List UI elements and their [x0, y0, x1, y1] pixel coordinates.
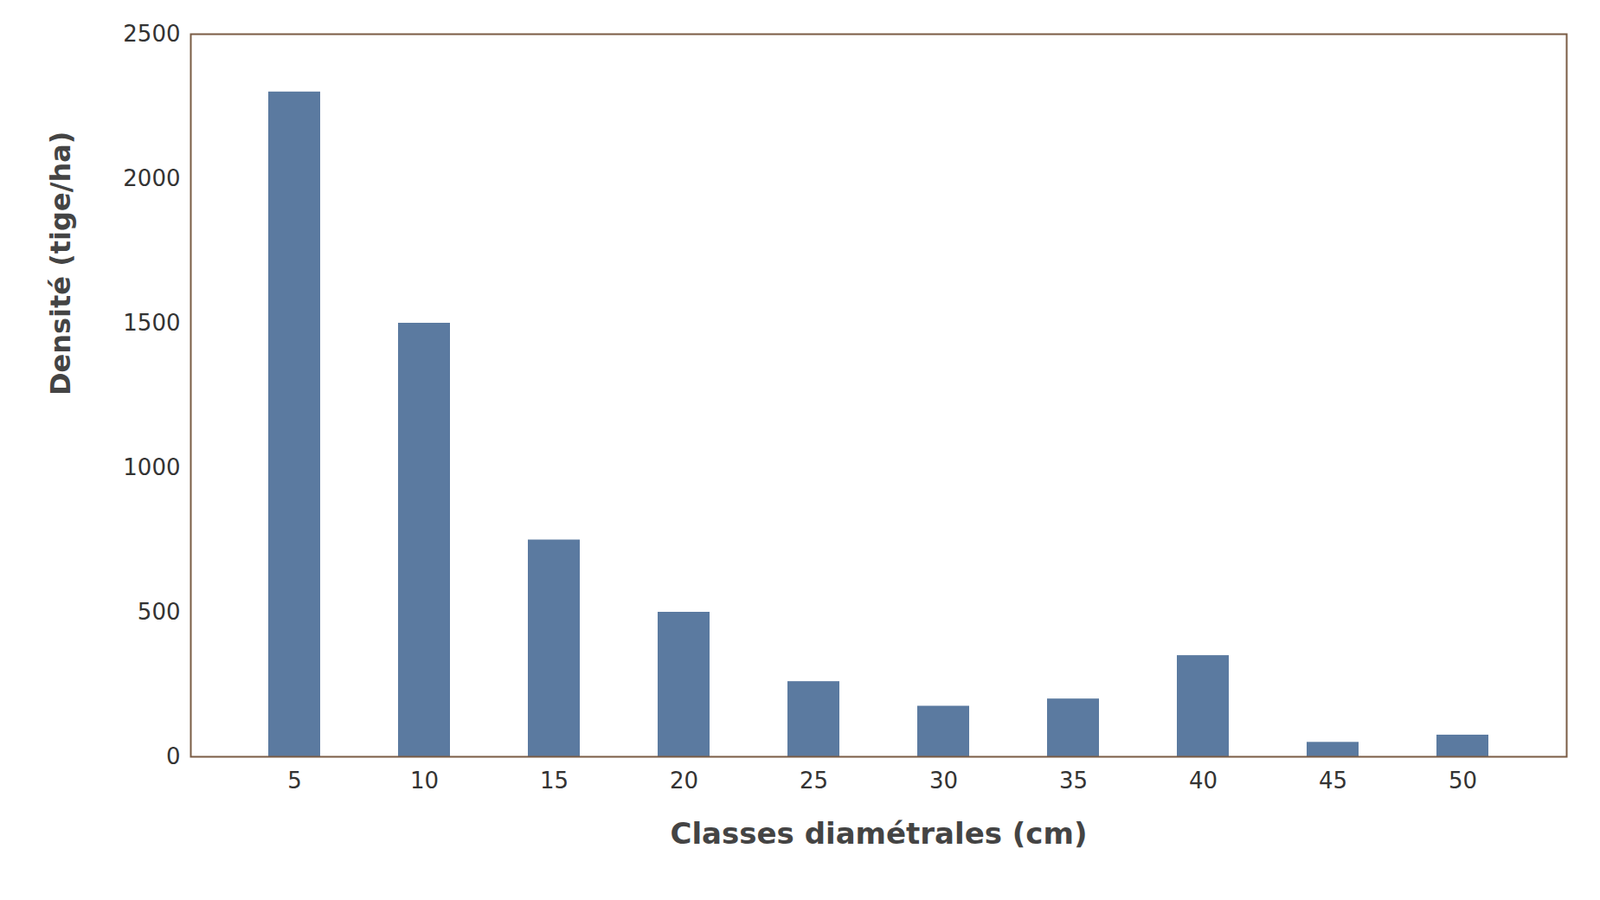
- svg-text:45: 45: [1318, 767, 1348, 794]
- svg-text:35: 35: [1059, 767, 1088, 794]
- svg-text:5: 5: [287, 767, 303, 794]
- svg-text:0: 0: [166, 743, 181, 770]
- svg-text:Densité (tige/ha): Densité (tige/ha): [44, 131, 78, 396]
- svg-text:1500: 1500: [122, 309, 180, 336]
- svg-text:2000: 2000: [122, 165, 180, 192]
- svg-text:1000: 1000: [122, 454, 180, 481]
- svg-text:15: 15: [539, 767, 569, 794]
- svg-text:25: 25: [799, 767, 829, 794]
- svg-text:30: 30: [929, 767, 958, 794]
- svg-text:10: 10: [410, 767, 439, 794]
- svg-text:40: 40: [1188, 767, 1218, 794]
- svg-text:500: 500: [137, 598, 181, 625]
- svg-text:2500: 2500: [122, 20, 180, 47]
- svg-text:Classes diamétrales (cm): Classes diamétrales (cm): [670, 816, 1088, 851]
- svg-text:50: 50: [1448, 767, 1478, 794]
- svg-text:20: 20: [669, 767, 699, 794]
